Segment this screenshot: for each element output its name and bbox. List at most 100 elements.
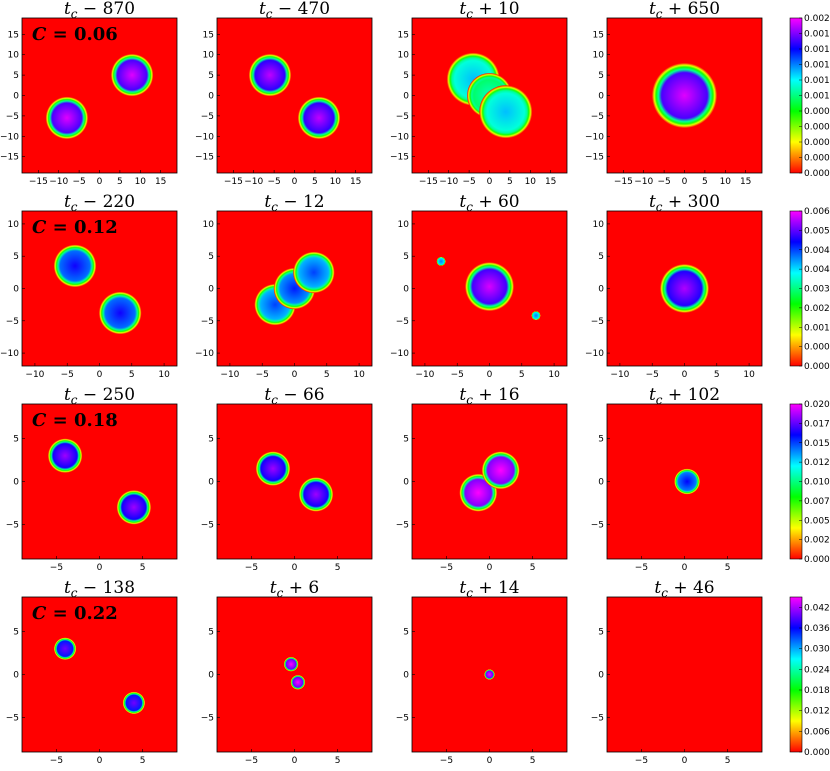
x-tick-label: 0 xyxy=(682,563,688,573)
y-tick-label: 10 xyxy=(593,220,605,230)
y-tick-label: −10 xyxy=(195,349,214,359)
colorbar-tick-label: 0.000 xyxy=(804,748,830,758)
y-tick-label: −5 xyxy=(396,317,409,327)
colorbar-tick-label: 0.0008 xyxy=(804,343,830,353)
y-tick-label: 5 xyxy=(13,434,19,444)
density-blob xyxy=(436,256,446,266)
density-blob xyxy=(660,264,709,313)
y-tick-label: 0 xyxy=(208,671,214,681)
colorbar-tick-label: 0.018 xyxy=(804,686,830,696)
density-blob xyxy=(110,53,154,97)
c-value-label: C = 0.22 xyxy=(32,603,118,624)
colorbar-tick-label: 0.0006 xyxy=(804,123,830,133)
colorbar-tick-label: 0.030 xyxy=(804,645,830,655)
y-tick-label: 0 xyxy=(598,478,604,488)
x-tick-label: 5 xyxy=(117,177,123,187)
density-blob xyxy=(297,96,341,140)
x-tick-label: 0 xyxy=(292,177,298,187)
y-tick-label: −5 xyxy=(6,112,19,122)
x-tick-label: −5 xyxy=(440,756,453,766)
panel-title: tc + 14 xyxy=(459,578,519,600)
x-tick-label: 10 xyxy=(158,370,170,380)
panel-background xyxy=(22,404,177,559)
density-blob xyxy=(484,669,495,680)
x-tick-label: −10 xyxy=(49,177,68,187)
y-tick-label: −15 xyxy=(195,153,214,163)
x-tick-label: −5 xyxy=(635,563,648,573)
y-tick-label: −5 xyxy=(396,112,409,122)
colorbar-tick-label: 0.0008 xyxy=(804,107,830,117)
y-tick-label: −10 xyxy=(195,132,214,142)
y-tick-label: −5 xyxy=(591,112,604,122)
y-tick-label: −5 xyxy=(201,112,214,122)
y-tick-label: −5 xyxy=(396,714,409,724)
colorbar-tick-label: 0.0032 xyxy=(804,285,830,295)
panel-title: tc − 12 xyxy=(264,192,324,214)
y-tick-label: 0 xyxy=(208,478,214,488)
y-tick-label: 5 xyxy=(598,71,604,81)
y-tick-label: 5 xyxy=(403,627,409,637)
x-tick-label: 5 xyxy=(702,177,708,187)
panel-r1-c1: −10 −10 −5 −5 0 0 5 5 10 10 tc − 12 xyxy=(195,192,373,380)
x-tick-label: −10 xyxy=(439,177,458,187)
colorbar-tick-label: 0.0025 xyxy=(804,536,830,546)
y-tick-label: −10 xyxy=(585,349,604,359)
panel-title: tc − 470 xyxy=(259,0,330,21)
x-tick-label: 10 xyxy=(353,370,365,380)
density-blob xyxy=(116,490,152,525)
y-tick-label: 5 xyxy=(403,71,409,81)
panel-title: tc + 60 xyxy=(459,192,519,214)
y-tick-label: 10 xyxy=(203,220,215,230)
colorbar-tick-label: 0.0048 xyxy=(804,246,830,256)
panel-r3-c3: −5 −5 0 0 5 5 tc + 46 xyxy=(591,578,763,766)
y-tick-label: 5 xyxy=(598,434,604,444)
y-tick-label: 0 xyxy=(13,92,19,102)
x-tick-label: 15 xyxy=(545,177,556,187)
y-tick-label: 15 xyxy=(203,30,214,40)
panel-r3-c1: −5 −5 0 0 5 5 tc + 6 xyxy=(201,578,373,766)
x-tick-label: 5 xyxy=(725,563,731,573)
x-tick-label: 10 xyxy=(548,370,560,380)
panel-title: tc + 10 xyxy=(459,0,519,21)
colorbar-tick-label: 0.006 xyxy=(804,727,830,737)
colorbar-tick-label: 0.0064 xyxy=(804,207,830,217)
x-tick-label: −5 xyxy=(72,177,85,187)
density-blob xyxy=(293,251,335,294)
x-tick-label: 5 xyxy=(714,370,720,380)
x-tick-label: −5 xyxy=(256,370,269,380)
y-tick-label: 10 xyxy=(398,220,410,230)
x-tick-label: 0 xyxy=(292,370,298,380)
colorbar-tick-label: 0.0004 xyxy=(804,138,830,148)
y-tick-label: −5 xyxy=(201,714,214,724)
colorbar-tick-label: 0.0175 xyxy=(804,419,830,429)
y-tick-label: −5 xyxy=(6,714,19,724)
panel-r3-c2: −5 −5 0 0 5 5 tc + 14 xyxy=(396,578,568,766)
y-tick-label: −10 xyxy=(585,132,604,142)
x-tick-label: 0 xyxy=(97,370,103,380)
y-tick-label: 5 xyxy=(208,252,214,262)
panel-r1-c0: −10 −10 −5 −5 0 0 5 5 10 10 tc − 220 C = 0.12 xyxy=(0,192,178,380)
x-tick-label: 0 xyxy=(682,370,688,380)
y-tick-label: −10 xyxy=(0,132,19,142)
panel-r1-c3: −10 −10 −5 −5 0 0 5 5 10 10 tc + 300 xyxy=(585,192,763,380)
x-tick-label: 0 xyxy=(97,177,103,187)
y-tick-label: −5 xyxy=(591,521,604,531)
y-tick-label: 10 xyxy=(8,220,20,230)
y-tick-label: −5 xyxy=(6,317,19,327)
density-blob xyxy=(290,675,306,690)
y-tick-label: 5 xyxy=(403,434,409,444)
x-tick-label: −5 xyxy=(267,177,280,187)
c-value-label: C = 0.18 xyxy=(32,410,118,431)
x-tick-label: 10 xyxy=(720,177,732,187)
y-tick-label: 10 xyxy=(8,51,20,61)
colorbar-tick-label: 0.0016 xyxy=(804,323,830,333)
